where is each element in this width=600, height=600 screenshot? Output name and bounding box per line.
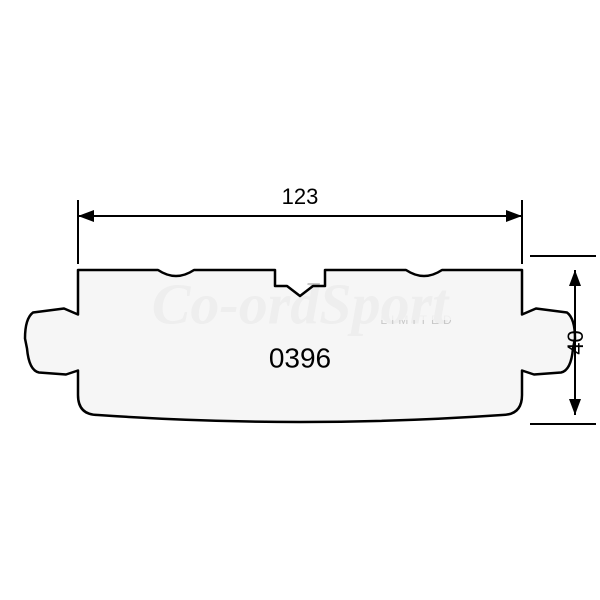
dimension-height-value: 40 [563, 330, 588, 354]
part-number: 0396 [269, 342, 331, 373]
dimension-width: 123 [78, 184, 522, 264]
dimension-width-value: 123 [282, 184, 319, 209]
diagram-stage: Co-ordSport LIMITED LIMITED 0396 123 [0, 0, 600, 600]
brake-pad-drawing: Co-ordSport LIMITED LIMITED 0396 123 [0, 0, 600, 600]
